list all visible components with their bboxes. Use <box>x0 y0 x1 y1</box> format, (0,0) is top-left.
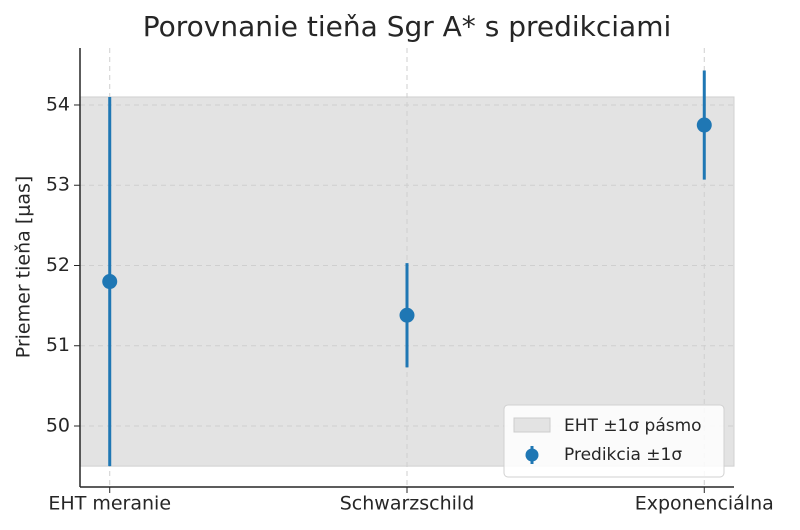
legend-swatch <box>513 417 551 433</box>
data-point <box>696 117 712 133</box>
x-tick-label: EHT meranie <box>48 493 171 515</box>
x-tick-label: Schwarzschild <box>340 493 475 515</box>
data-point <box>399 307 415 323</box>
y-tick-label: 52 <box>46 254 70 276</box>
y-tick-label: 50 <box>46 415 70 437</box>
chart-title: Porovnanie tieňa Sgr A* s predikciami <box>143 10 672 43</box>
legend-label: EHT ±1σ pásmo <box>564 416 702 436</box>
data-point <box>102 274 118 290</box>
legend-label: Predikcia ±1σ <box>564 445 682 465</box>
y-tick-label: 54 <box>46 93 70 115</box>
x-tick-label: Exponenciálna <box>635 493 774 515</box>
y-axis-label: Priemer tieňa [μas] <box>13 176 35 359</box>
y-tick-label: 51 <box>46 334 70 356</box>
legend-swatch <box>525 448 539 462</box>
legend-box <box>503 404 725 478</box>
y-tick-label: 53 <box>46 174 70 196</box>
